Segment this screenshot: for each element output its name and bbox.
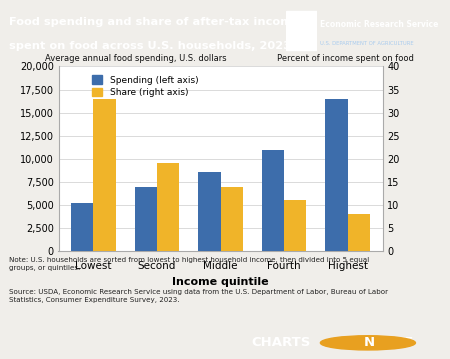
Bar <box>135 187 157 251</box>
Text: Food spending and share of after-tax income: Food spending and share of after-tax inc… <box>9 17 300 27</box>
Text: TE: TE <box>396 336 414 349</box>
Text: USDA: USDA <box>291 14 312 20</box>
Circle shape <box>320 336 415 350</box>
Bar <box>198 172 220 251</box>
Bar <box>262 150 284 251</box>
Text: Average annual food spending, U.S. dollars: Average annual food spending, U.S. dolla… <box>45 54 227 63</box>
Text: U.S. DEPARTMENT OF AGRICULTURE: U.S. DEPARTMENT OF AGRICULTURE <box>320 41 413 46</box>
Text: Percent of income spent on food: Percent of income spent on food <box>277 54 414 63</box>
Text: Source: USDA, Economic Research Service using data from the U.S. Department of L: Source: USDA, Economic Research Service … <box>9 289 388 303</box>
Bar <box>94 99 116 251</box>
Text: Economic Research Service: Economic Research Service <box>320 20 438 29</box>
Legend: Spending (left axis), Share (right axis): Spending (left axis), Share (right axis) <box>89 73 201 100</box>
Text: Note: U.S. households are sorted from lowest to highest household income, then d: Note: U.S. households are sorted from lo… <box>9 257 369 271</box>
Bar <box>347 214 370 251</box>
Text: N: N <box>364 336 374 349</box>
Bar <box>220 187 243 251</box>
X-axis label: Income quintile: Income quintile <box>172 276 269 286</box>
Text: spent on food across U.S. households, 2023: spent on food across U.S. households, 20… <box>9 41 291 51</box>
Text: of: of <box>339 338 350 348</box>
Bar <box>325 99 347 251</box>
Bar <box>71 203 94 251</box>
Bar <box>157 163 179 251</box>
Text: CHARTS: CHARTS <box>251 336 310 349</box>
Bar <box>284 200 306 251</box>
